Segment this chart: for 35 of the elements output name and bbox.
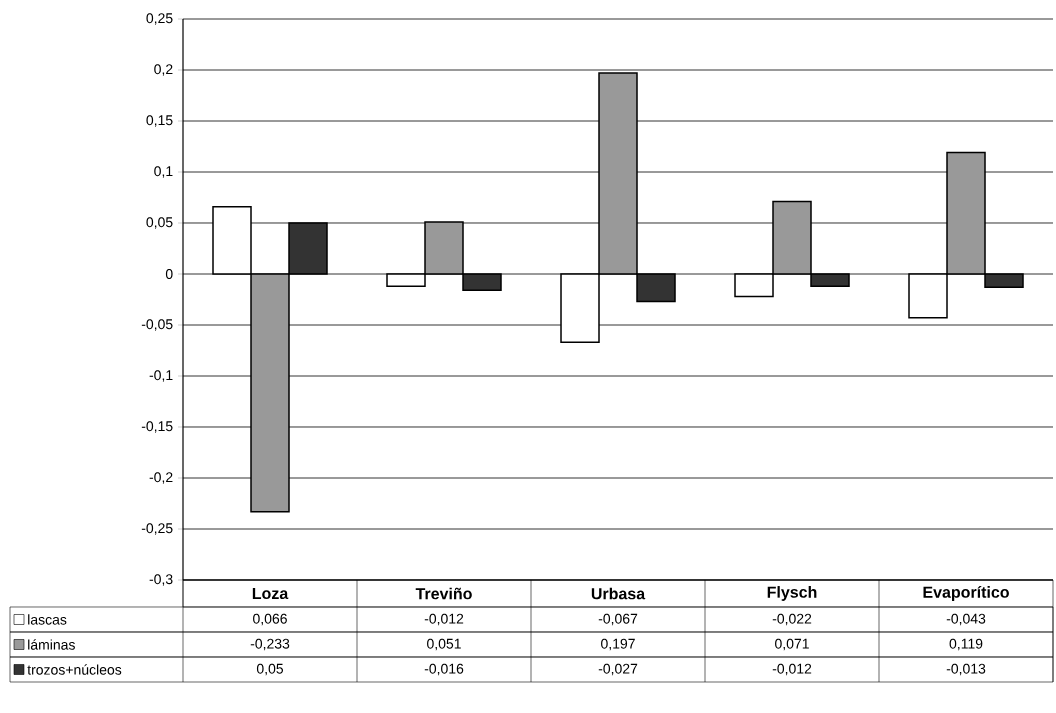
- y-tick-label: -0,05: [141, 319, 173, 331]
- data-label: 0,119: [949, 638, 983, 651]
- y-tick-label: 0,1: [154, 166, 173, 178]
- data-label: -0,027: [598, 663, 638, 676]
- legend-label: láminas: [28, 639, 75, 650]
- y-tick-label: 0,2: [154, 64, 173, 76]
- legend-label: lascas: [28, 614, 67, 625]
- data-label: -0,233: [250, 638, 290, 651]
- x-tick-label: Treviño: [415, 587, 472, 600]
- data-label: -0,022: [772, 613, 812, 626]
- data-label: -0,013: [946, 663, 986, 676]
- data-label: 0,051: [427, 638, 461, 651]
- y-tick-label: 0: [165, 269, 173, 279]
- x-tick-label: Urbasa: [591, 587, 646, 600]
- data-label: -0,067: [598, 613, 638, 626]
- x-tick-label: Evaporítico: [923, 585, 1009, 602]
- y-tick-label: 0,05: [146, 217, 173, 229]
- y-tick-label: -0,3: [149, 574, 173, 586]
- x-tick-label: Loza: [252, 587, 289, 600]
- data-label: 0,066: [253, 613, 287, 626]
- data-label: -0,043: [946, 613, 986, 626]
- data-label: 0,05: [256, 663, 284, 676]
- legend-label: trozos+núcleos: [27, 664, 122, 675]
- y-tick-label: 0,15: [146, 115, 173, 127]
- data-label: 0,071: [775, 638, 809, 651]
- y-tick-label: -0,15: [141, 421, 173, 433]
- y-tick-label: -0,1: [149, 370, 173, 382]
- data-label: -0,016: [424, 663, 464, 676]
- y-tick-label: -0,2: [149, 472, 173, 484]
- y-tick-label: -0,25: [141, 523, 173, 535]
- data-label: 0,197: [601, 638, 635, 651]
- x-tick-label: Flysch: [767, 586, 817, 601]
- data-label: -0,012: [772, 663, 812, 676]
- data-label: -0,012: [424, 613, 464, 626]
- y-tick-label: 0,25: [146, 13, 173, 25]
